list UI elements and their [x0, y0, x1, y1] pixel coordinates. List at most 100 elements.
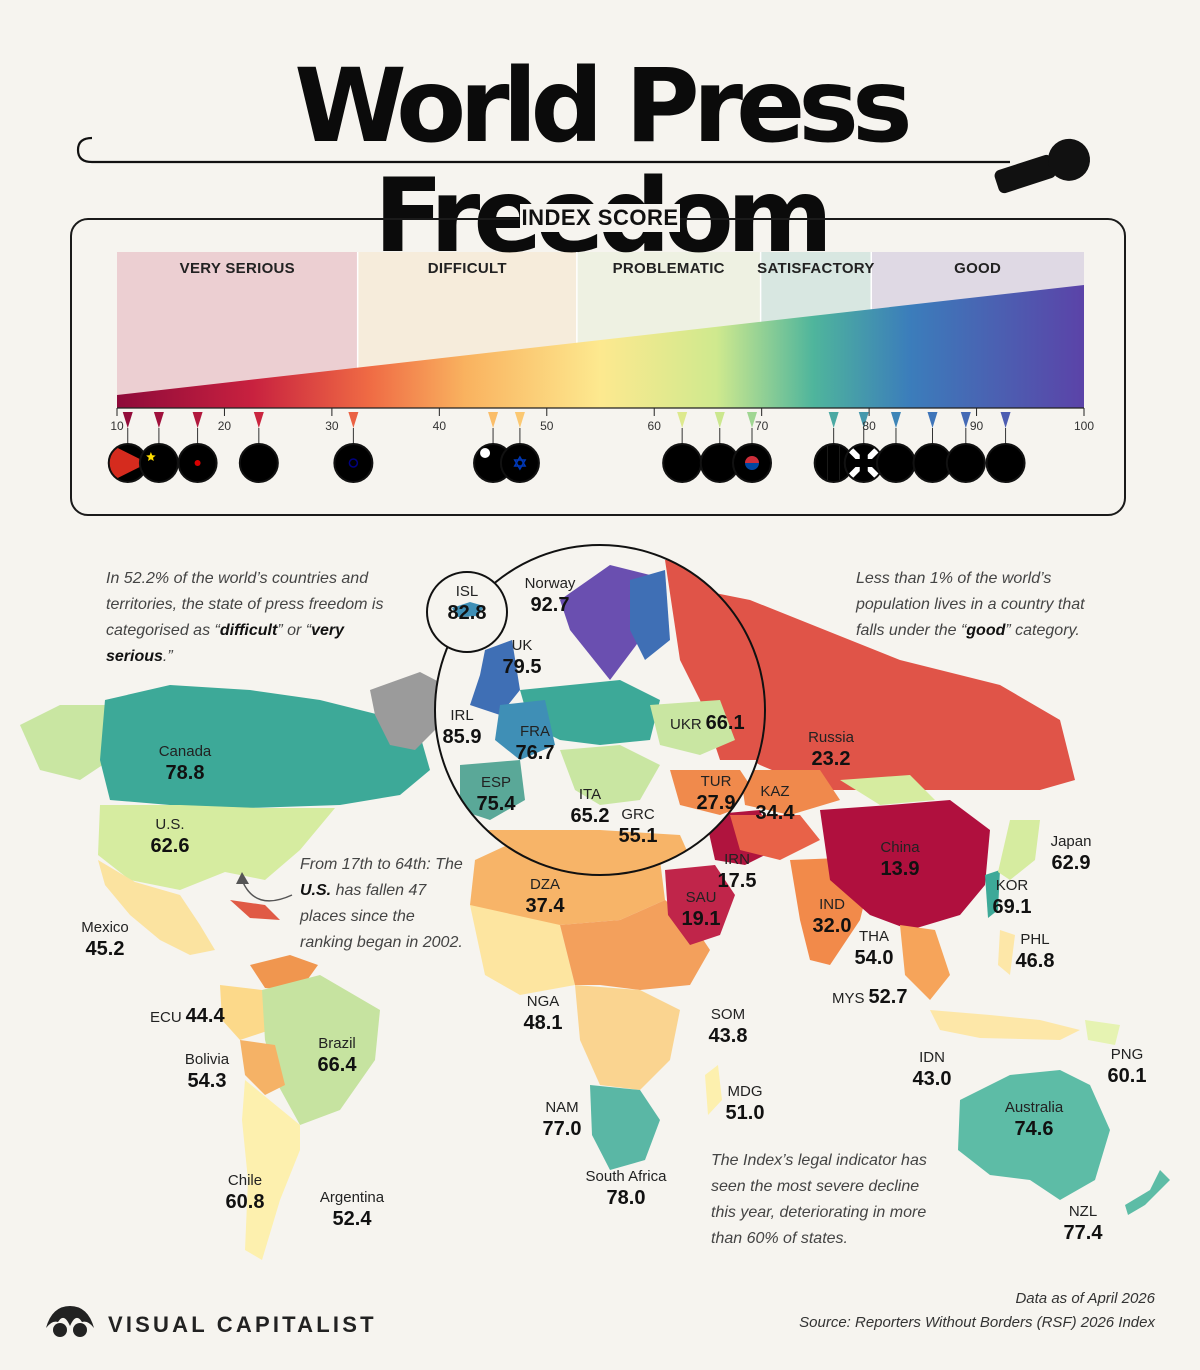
country-name: IRL — [450, 707, 474, 724]
map-label-canada: Canada 78.8 — [159, 742, 212, 785]
country-name: IND — [819, 896, 845, 913]
country-score: 54.3 — [187, 1070, 227, 1092]
map-label-tha: THA 54.0 — [855, 927, 894, 970]
country-score: 52.4 — [332, 1208, 372, 1230]
score-pin — [960, 412, 971, 428]
map-label-phl: PHL 46.8 — [1016, 930, 1055, 973]
map-label-ecu: ECU 44.4 — [150, 1005, 225, 1028]
score-wedge — [117, 285, 1084, 408]
country-name: TUR — [700, 773, 732, 790]
alaska-region — [20, 705, 110, 780]
map-label-isl: ISL 82.8 — [448, 582, 487, 625]
country-name: UKR — [670, 716, 702, 733]
map-label-australia: Australia 74.6 — [1005, 1098, 1063, 1141]
annotation-difficult-share: In 52.2% of the world’s countries and te… — [106, 570, 384, 665]
mexico-region — [98, 860, 215, 955]
country-score: 76.7 — [515, 742, 555, 764]
score-pin — [192, 412, 203, 428]
score-pin — [890, 412, 901, 428]
country-name: KAZ — [760, 783, 790, 800]
finland-region — [630, 570, 670, 660]
country-score: 17.5 — [717, 870, 757, 892]
country-score: 74.6 — [1014, 1118, 1054, 1140]
map-label-norway: Norway 92.7 — [525, 574, 576, 617]
colombia-ecu-region — [220, 985, 270, 1040]
map-label-u-s-: U.S. 62.6 — [151, 815, 190, 858]
country-name: Mexico — [81, 919, 129, 936]
score-pin — [746, 412, 757, 428]
brazil-region — [262, 975, 380, 1125]
country-score: 13.9 — [880, 858, 920, 880]
country-name: ESP — [480, 774, 511, 791]
tick-label-20: 20 — [217, 419, 232, 433]
country-name: Norway — [524, 575, 576, 592]
country-score: 32.0 — [812, 915, 852, 937]
country-name: Japan — [1050, 833, 1092, 850]
country-name: SOM — [710, 1006, 746, 1023]
score-pin — [253, 412, 264, 428]
country-name: IRN — [724, 851, 750, 868]
bolivia-region — [240, 1040, 285, 1095]
tick-label-80: 80 — [862, 419, 876, 433]
country-score: 48.1 — [523, 1012, 563, 1034]
score-pin — [153, 412, 164, 428]
country-name: NGA — [526, 993, 560, 1010]
index-score-title: INDEX SCORE — [520, 204, 680, 232]
country-name: IDN — [919, 1049, 945, 1066]
country-score: 44.4 — [185, 1005, 225, 1027]
map-label-nga: NGA 48.1 — [524, 992, 563, 1035]
map-label-uk: UK 79.5 — [503, 636, 542, 679]
country-name: DZA — [530, 876, 560, 893]
country-name: MDG — [727, 1083, 763, 1100]
country-score: 45.2 — [85, 938, 125, 960]
central-europe-region — [520, 680, 660, 745]
score-pin — [677, 412, 688, 428]
map-label-south-africa: South Africa 78.0 — [586, 1167, 667, 1210]
country-name: FRA — [520, 723, 550, 740]
east-africa-region — [560, 900, 710, 990]
argentina-chile-region — [242, 1080, 300, 1260]
india-flag-icon — [333, 443, 374, 483]
score-pin — [927, 412, 938, 428]
south-korea-flag-icon — [731, 443, 772, 483]
country-score: 66.1 — [705, 712, 745, 734]
israel-flag-icon — [499, 443, 540, 483]
country-name: SAU — [685, 889, 717, 906]
country-score: 66.4 — [317, 1054, 357, 1076]
map-label-argentina: Argentina 52.4 — [320, 1188, 384, 1231]
score-pin — [488, 412, 499, 428]
map-label-tur: TUR 27.9 — [697, 772, 736, 815]
country-name: UK — [511, 637, 533, 654]
category-label-difficult: DIFFICULT — [427, 260, 507, 277]
title-underline-microphone-icon — [76, 136, 1091, 194]
tick-label-60: 60 — [647, 419, 661, 433]
map-label-nam: NAM 77.0 — [543, 1098, 582, 1141]
country-score: 43.0 — [912, 1068, 952, 1090]
saudi-region — [665, 865, 735, 945]
country-score: 79.5 — [502, 656, 542, 678]
country-score: 43.8 — [708, 1025, 748, 1047]
france-region — [495, 700, 555, 760]
annotation-legal-indicator: The Index’s legal indicator has seen the… — [711, 1152, 927, 1247]
map-label-sau: SAU 19.1 — [682, 888, 721, 931]
country-score: 77.4 — [1063, 1222, 1103, 1244]
europe-zoom-ring — [434, 544, 766, 876]
map-label-china: China 13.9 — [880, 838, 919, 881]
visual-capitalist-logo-icon — [46, 1306, 94, 1337]
caribbean-region — [230, 900, 280, 920]
country-score: 75.4 — [476, 793, 516, 815]
country-name: South Africa — [585, 1168, 667, 1185]
balkans-italy-region — [560, 745, 660, 805]
australia-region — [958, 1070, 1110, 1200]
japan-region — [998, 820, 1040, 880]
tick-label-50: 50 — [540, 419, 554, 433]
country-score: 52.7 — [868, 986, 908, 1008]
category-label-good: GOOD — [954, 260, 1002, 277]
category-label-satisfactory: SATISFACTORY — [757, 260, 875, 277]
annotation-good-population: Less than 1% of the world’s population l… — [856, 570, 1085, 639]
country-score: 37.4 — [525, 895, 565, 917]
country-name: Canada — [158, 743, 212, 760]
usa-region — [98, 805, 335, 890]
annotation-us-fall: From 17th to 64th: The U.S. has fallen 4… — [300, 856, 463, 951]
kazakhstan-region — [740, 770, 840, 815]
